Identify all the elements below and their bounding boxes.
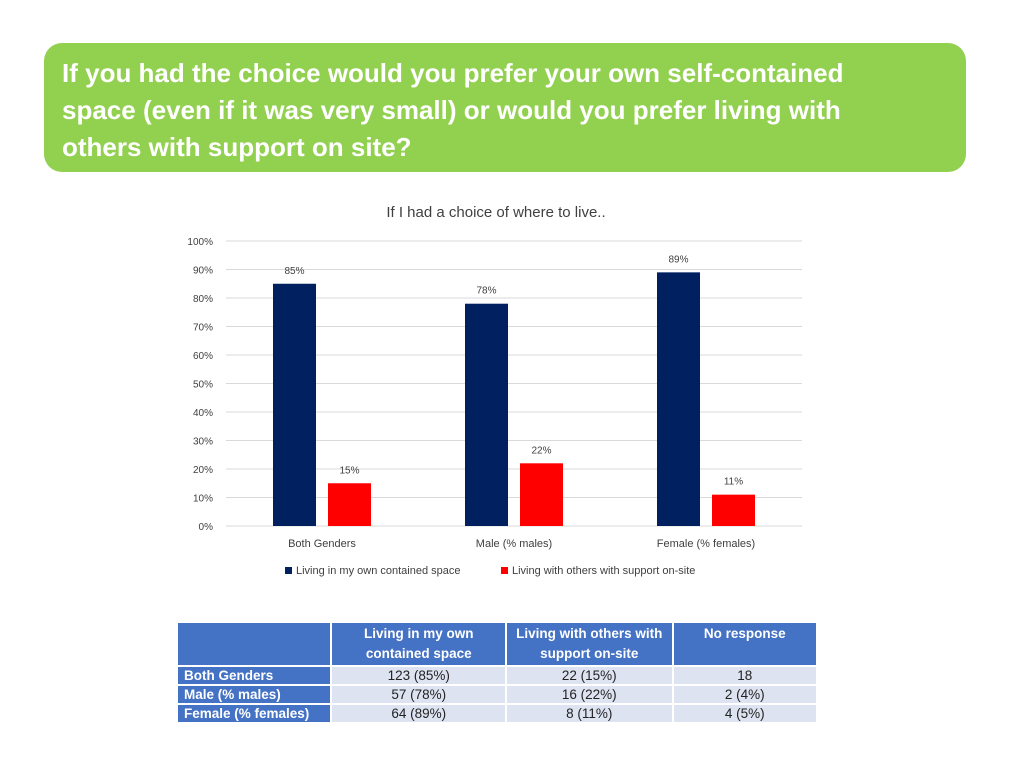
table-cell: 8 (11%)	[505, 703, 674, 724]
table-row: Female (% females) 64 (89%) 8 (11%) 4 (5…	[175, 703, 819, 724]
data-label: 85%	[284, 266, 304, 277]
x-category-label: Female (% females)	[657, 538, 755, 550]
table-row: Male (% males) 57 (78%) 16 (22%) 2 (4%)	[175, 684, 819, 705]
table-cell: 22 (15%)	[505, 665, 674, 686]
table-cell: 123 (85%)	[330, 665, 507, 686]
data-label: 11%	[724, 477, 743, 488]
bar	[328, 483, 371, 526]
y-tick-label: 80%	[193, 294, 213, 305]
bar	[712, 494, 755, 526]
y-tick-label: 70%	[193, 323, 213, 334]
table-cell: 2 (4%)	[671, 684, 819, 705]
table-corner-header	[175, 621, 333, 667]
row-label: Female (% females)	[175, 703, 333, 724]
data-label: 89%	[668, 254, 688, 265]
y-tick-label: 40%	[193, 408, 213, 419]
row-label: Both Genders	[175, 665, 333, 686]
data-label: 22%	[531, 445, 551, 456]
y-tick-label: 0%	[199, 522, 214, 533]
table-row: Both Genders 123 (85%) 22 (15%) 18	[175, 665, 819, 686]
chart-title: If I had a choice of where to live..	[386, 204, 605, 221]
bar	[273, 283, 316, 526]
table-cell: 18	[671, 665, 819, 686]
y-tick-label: 100%	[187, 237, 213, 248]
bar	[657, 272, 700, 526]
data-label: 15%	[339, 465, 359, 476]
x-category-label: Male (% males)	[476, 538, 552, 550]
y-tick-label: 90%	[193, 266, 213, 277]
question-text: If you had the choice would you prefer y…	[62, 58, 844, 162]
y-tick-label: 60%	[193, 351, 213, 362]
y-tick-label: 50%	[193, 380, 213, 391]
bar	[520, 463, 563, 526]
x-category-label: Both Genders	[288, 538, 356, 550]
table-header-with-support: Living with others with support on-site	[505, 621, 674, 667]
y-tick-label: 20%	[193, 465, 213, 476]
table-cell: 64 (89%)	[330, 703, 507, 724]
table-cell: 57 (78%)	[330, 684, 507, 705]
table-header-row: Living in my own contained space Living …	[175, 621, 819, 667]
legend-swatch	[501, 567, 508, 574]
table-cell: 16 (22%)	[505, 684, 674, 705]
results-table: Living in my own contained space Living …	[175, 621, 819, 724]
bar	[465, 303, 508, 526]
legend-swatch	[285, 567, 292, 574]
data-label: 78%	[476, 286, 496, 297]
legend-label: Living with others with support on-site	[512, 565, 695, 577]
table-header-own-space: Living in my own contained space	[330, 621, 507, 667]
y-tick-label: 30%	[193, 437, 213, 448]
row-label: Male (% males)	[175, 684, 333, 705]
bar-chart: If I had a choice of where to live.. 0% 10…	[187, 204, 802, 577]
table-cell: 4 (5%)	[671, 703, 819, 724]
table-header-no-response: No response	[671, 621, 819, 667]
y-tick-label: 10%	[193, 494, 213, 505]
question-banner: If you had the choice would you prefer y…	[44, 43, 966, 172]
legend-label: Living in my own contained space	[296, 565, 460, 577]
